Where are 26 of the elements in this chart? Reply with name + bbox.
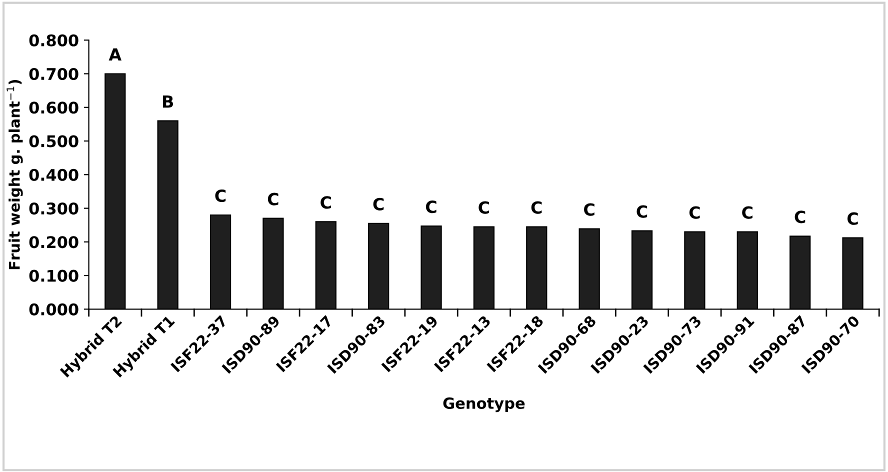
annotation: A [108, 48, 122, 61]
y-tick-label: 0.100 [29, 270, 78, 282]
annotation: C [426, 200, 436, 214]
y-tick-label: 0.000 [29, 303, 78, 316]
y-tick-label: 0.200 [29, 236, 78, 248]
y-tick-label: 0.300 [29, 202, 78, 215]
annotation: C [794, 210, 806, 224]
annotation: C [742, 206, 752, 219]
y-tick-label: 0.700 [29, 68, 78, 80]
x-axis-title: Genotype [443, 397, 525, 412]
annotation: C [689, 206, 700, 219]
annotation: C [636, 205, 648, 218]
y-tick-label: 0.600 [29, 102, 78, 114]
annotation: C [215, 189, 226, 202]
annotation: C [478, 201, 490, 214]
annotation: C [268, 192, 278, 206]
annotation: B [163, 95, 174, 108]
y-tick-label: 0.400 [29, 168, 78, 181]
y-axis-title: Fruit weight g. plant$^{−1}$) [6, 80, 23, 270]
y-tick-label: 0.800 [29, 34, 78, 46]
annotation: C [373, 198, 384, 210]
annotation: C [584, 203, 594, 216]
y-tick-label: 0.500 [29, 135, 78, 148]
annotation: C [847, 212, 858, 225]
annotation: C [320, 196, 331, 209]
annotation: C [531, 201, 542, 214]
